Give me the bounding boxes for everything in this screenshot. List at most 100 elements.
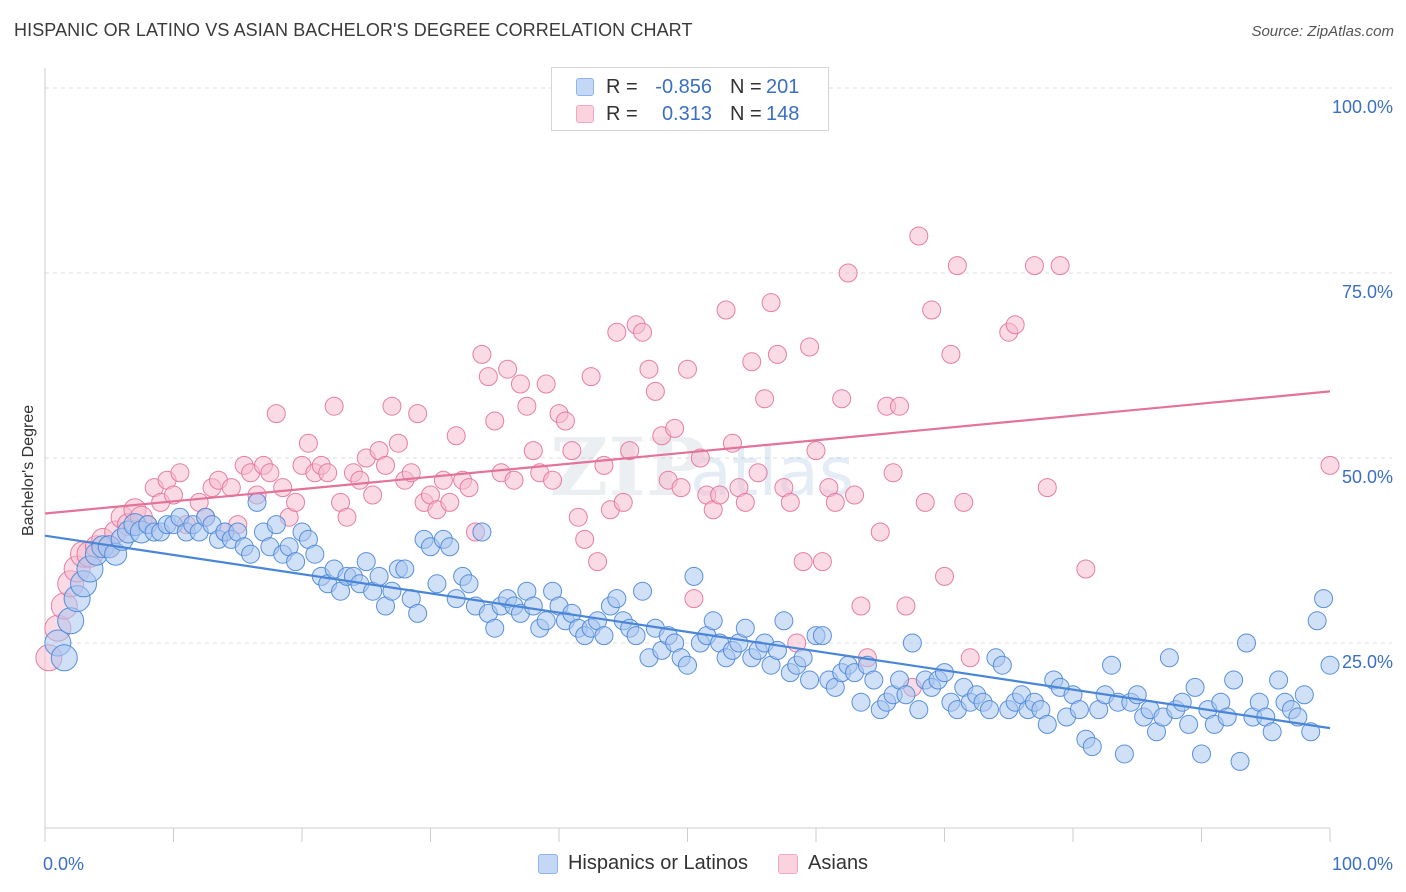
hispanic-point: [735, 618, 755, 638]
hispanic-point: [607, 589, 627, 609]
asian-point: [755, 389, 775, 409]
hispanic-point: [1159, 648, 1179, 668]
y-axis-title: Bachelor's Degree: [20, 404, 37, 536]
legend-n-value: 201: [766, 75, 800, 98]
asian-point: [170, 463, 190, 483]
asian-point: [845, 485, 865, 505]
hispanic-point: [594, 626, 614, 646]
legend-r-value: -0.856: [655, 75, 712, 98]
hispanics-trend-line: [44, 534, 1331, 730]
asian-point: [883, 463, 903, 483]
asian-point: [433, 470, 453, 490]
hispanic-point: [902, 633, 922, 653]
asian-point: [800, 337, 820, 357]
asian-point: [536, 374, 556, 394]
legend-n-value: 148: [766, 102, 800, 125]
legend-r-label: R =: [606, 75, 638, 98]
asian-point: [388, 433, 408, 453]
legend-row-asians: R = 0.313 N = 148: [552, 100, 799, 128]
hispanic-point: [793, 648, 813, 668]
legend-swatch-blue: [537, 853, 558, 874]
asian-point: [440, 492, 460, 512]
hispanic-point: [935, 663, 954, 683]
asian-point: [748, 463, 768, 483]
asian-point: [870, 522, 890, 542]
correlation-legend: R = -0.856 N = 201 R = 0.313 N = 148: [551, 67, 829, 131]
asian-point: [517, 396, 537, 416]
asian-point: [633, 322, 653, 342]
asian-point: [690, 448, 710, 468]
asian-point: [286, 492, 306, 512]
hispanic-point: [1314, 589, 1334, 609]
legend-swatch-pink: [576, 105, 594, 123]
legend-n-label: N =: [730, 75, 762, 98]
chart-title: HISPANIC OR LATINO VS ASIAN BACHELOR'S D…: [14, 20, 693, 40]
hispanic-point: [633, 581, 653, 601]
asian-point: [935, 566, 954, 586]
asian-point: [960, 648, 980, 668]
asian-point: [812, 552, 832, 572]
hispanic-point: [979, 700, 999, 720]
asian-point: [1037, 478, 1057, 498]
legend-item-asians[interactable]: Asians: [778, 852, 868, 875]
series-legend: Hispanics or Latinos Asians: [0, 852, 1406, 875]
hispanic-point: [1172, 692, 1192, 712]
hispanic-point: [1082, 737, 1102, 757]
hispanic-point: [909, 700, 929, 720]
asian-point: [922, 300, 942, 320]
asian-point: [1024, 256, 1044, 276]
asian-point: [543, 470, 563, 490]
asian-point: [761, 293, 781, 313]
hispanic-point: [536, 611, 556, 631]
hispanic-point: [1230, 751, 1250, 771]
asian-point: [575, 529, 595, 549]
asian-point: [1050, 256, 1070, 276]
asian-point: [678, 359, 697, 379]
asian-point: [459, 478, 479, 498]
asian-point: [613, 492, 633, 512]
asian-point: [851, 596, 871, 616]
asian-point: [562, 441, 582, 461]
legend-label: Asians: [808, 852, 869, 874]
legend-row-hispanics: R = -0.856 N = 201: [552, 73, 799, 101]
asian-point: [767, 344, 787, 364]
hispanic-point: [1037, 714, 1057, 734]
asian-point: [806, 441, 826, 461]
hispanic-point: [440, 537, 460, 557]
asian-point: [838, 263, 858, 283]
y-tick-label: 25.0%: [1342, 652, 1393, 672]
hispanic-point: [1262, 722, 1282, 742]
hispanic-point: [1288, 707, 1308, 727]
asian-point: [607, 322, 627, 342]
asian-point: [382, 396, 402, 416]
x-tick-label: 100.0%: [1332, 854, 1393, 874]
asian-point: [523, 441, 543, 461]
asian-point: [581, 367, 601, 387]
hispanic-point: [1185, 677, 1205, 697]
asian-point: [350, 470, 370, 490]
hispanic-point: [241, 544, 261, 564]
asians-points: [35, 226, 1340, 697]
hispanic-point: [395, 559, 415, 579]
hispanic-point: [382, 581, 402, 601]
y-tick-label: 100.0%: [1332, 97, 1393, 117]
asian-point: [298, 433, 318, 453]
asian-point: [221, 478, 241, 498]
hispanic-point: [703, 611, 723, 631]
asian-point: [337, 507, 357, 527]
hispanic-point: [626, 626, 646, 646]
legend-item-hispanics[interactable]: Hispanics or Latinos: [537, 852, 748, 875]
legend-swatch-pink: [778, 853, 799, 874]
legend-swatch-blue: [576, 78, 594, 96]
hispanic-point: [678, 655, 697, 675]
hispanic-point: [266, 515, 286, 535]
asian-point: [498, 359, 518, 379]
asian-point: [318, 463, 338, 483]
asian-point: [408, 404, 428, 424]
hispanic-point: [427, 574, 447, 594]
asian-point: [896, 596, 916, 616]
asian-point: [446, 426, 466, 446]
hispanic-point: [356, 552, 376, 572]
legend-n-label: N =: [730, 102, 762, 125]
